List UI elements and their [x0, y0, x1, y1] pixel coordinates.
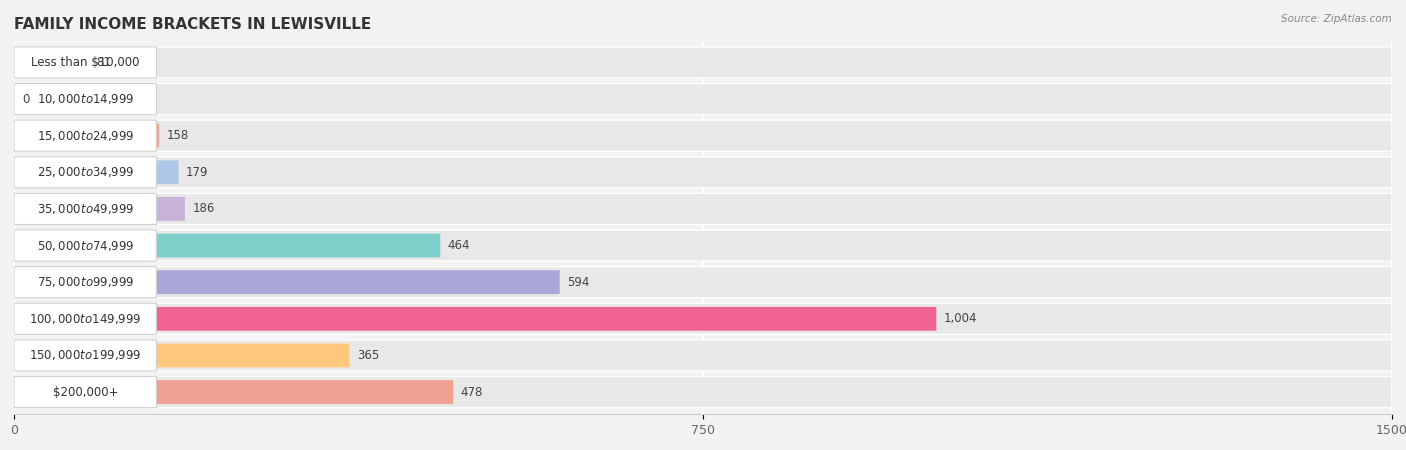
FancyBboxPatch shape	[14, 194, 1392, 225]
Text: 179: 179	[186, 166, 208, 179]
Text: $200,000+: $200,000+	[52, 386, 118, 399]
FancyBboxPatch shape	[14, 50, 89, 74]
FancyBboxPatch shape	[14, 197, 186, 221]
FancyBboxPatch shape	[14, 266, 156, 298]
Text: 1,004: 1,004	[943, 312, 977, 325]
FancyBboxPatch shape	[14, 120, 1392, 151]
FancyBboxPatch shape	[14, 84, 156, 115]
Text: 464: 464	[447, 239, 470, 252]
Text: $150,000 to $199,999: $150,000 to $199,999	[30, 348, 142, 362]
FancyBboxPatch shape	[14, 124, 159, 148]
FancyBboxPatch shape	[14, 157, 1392, 188]
Text: $15,000 to $24,999: $15,000 to $24,999	[37, 129, 134, 143]
FancyBboxPatch shape	[14, 307, 936, 331]
Text: 0: 0	[22, 93, 30, 106]
Text: 81: 81	[96, 56, 111, 69]
Text: $100,000 to $149,999: $100,000 to $149,999	[30, 312, 142, 326]
FancyBboxPatch shape	[14, 303, 1392, 334]
FancyBboxPatch shape	[14, 84, 1392, 115]
FancyBboxPatch shape	[14, 157, 156, 188]
Text: FAMILY INCOME BRACKETS IN LEWISVILLE: FAMILY INCOME BRACKETS IN LEWISVILLE	[14, 18, 371, 32]
Text: $10,000 to $14,999: $10,000 to $14,999	[37, 92, 134, 106]
FancyBboxPatch shape	[14, 194, 156, 225]
FancyBboxPatch shape	[14, 270, 560, 294]
FancyBboxPatch shape	[14, 340, 156, 371]
FancyBboxPatch shape	[14, 380, 453, 404]
Text: 186: 186	[193, 202, 215, 216]
Text: 365: 365	[357, 349, 380, 362]
FancyBboxPatch shape	[14, 160, 179, 184]
FancyBboxPatch shape	[14, 343, 349, 367]
Text: $50,000 to $74,999: $50,000 to $74,999	[37, 238, 134, 252]
Text: $25,000 to $34,999: $25,000 to $34,999	[37, 165, 134, 179]
FancyBboxPatch shape	[14, 230, 156, 261]
FancyBboxPatch shape	[14, 266, 1392, 298]
FancyBboxPatch shape	[14, 230, 1392, 261]
FancyBboxPatch shape	[14, 120, 156, 151]
Text: 594: 594	[567, 276, 589, 289]
Text: 478: 478	[461, 386, 482, 399]
FancyBboxPatch shape	[14, 377, 156, 408]
FancyBboxPatch shape	[14, 377, 1392, 408]
Text: $35,000 to $49,999: $35,000 to $49,999	[37, 202, 134, 216]
FancyBboxPatch shape	[14, 303, 156, 334]
FancyBboxPatch shape	[14, 234, 440, 257]
FancyBboxPatch shape	[14, 47, 156, 78]
Text: Source: ZipAtlas.com: Source: ZipAtlas.com	[1281, 14, 1392, 23]
Text: Less than $10,000: Less than $10,000	[31, 56, 139, 69]
Text: $75,000 to $99,999: $75,000 to $99,999	[37, 275, 134, 289]
FancyBboxPatch shape	[14, 47, 1392, 78]
Text: 158: 158	[166, 129, 188, 142]
FancyBboxPatch shape	[14, 340, 1392, 371]
